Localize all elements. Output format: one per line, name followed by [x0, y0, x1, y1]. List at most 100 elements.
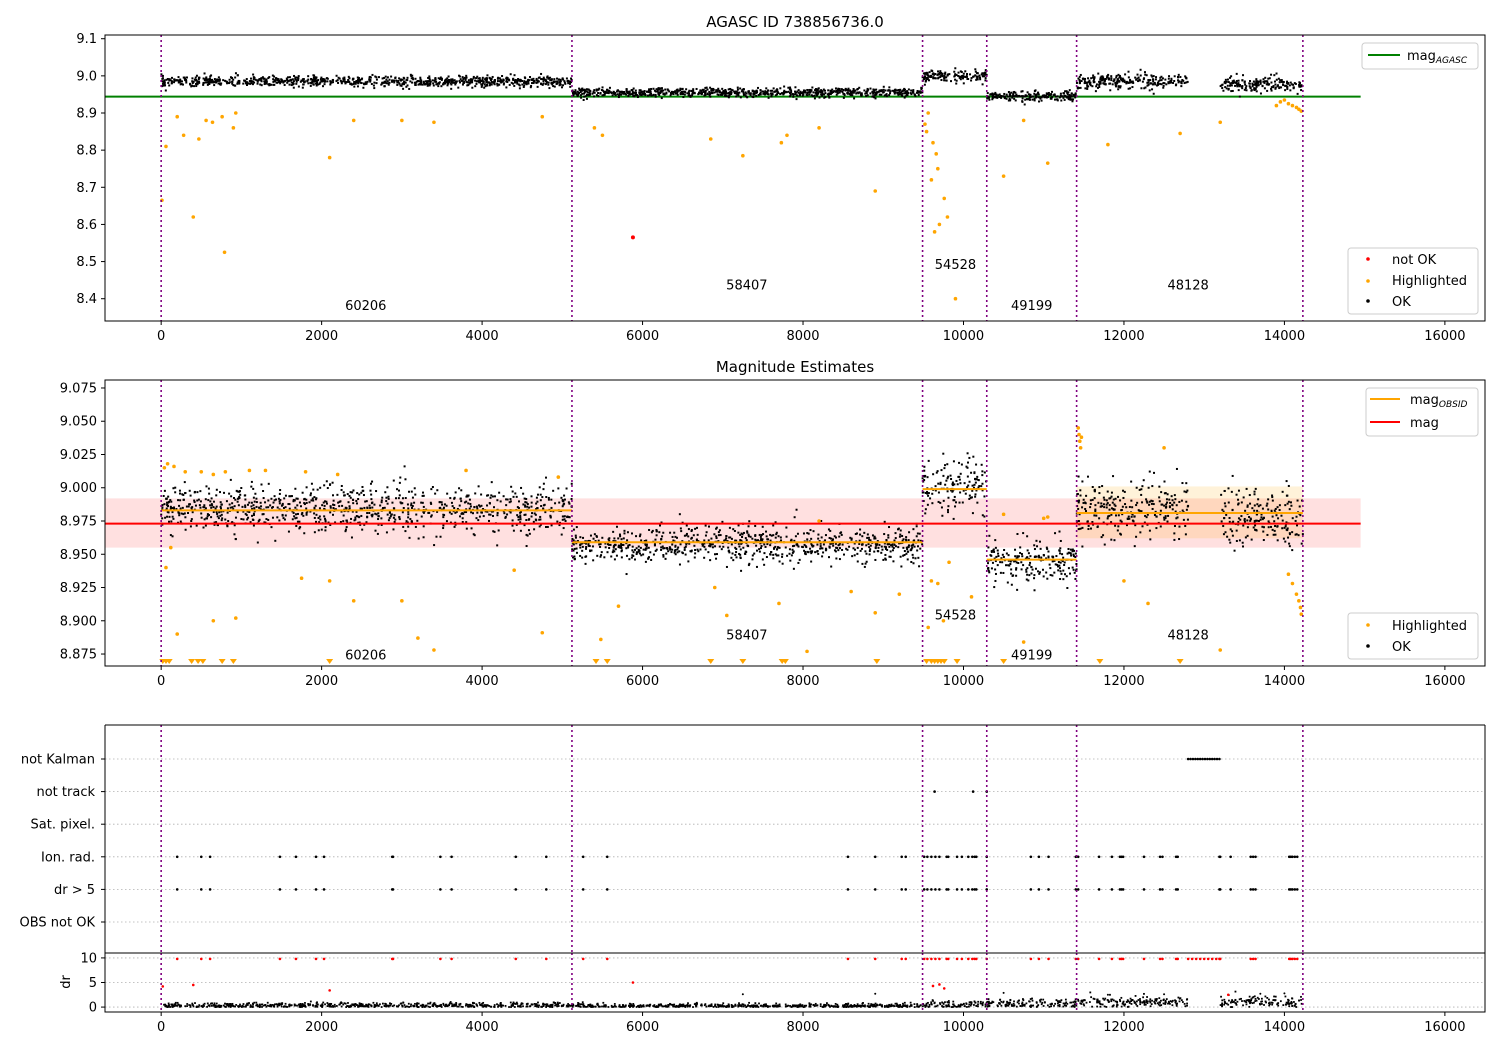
- ok-point: [601, 94, 604, 97]
- ok-point: [256, 80, 259, 83]
- ok-point: [769, 92, 772, 95]
- ok-point: [899, 555, 902, 558]
- ok-point: [179, 83, 182, 86]
- ok-point: [533, 512, 536, 515]
- ok-point: [459, 78, 462, 81]
- ok-point: [1282, 537, 1285, 540]
- ok-point: [1167, 514, 1170, 517]
- ok-point: [1256, 509, 1259, 512]
- ok-point: [675, 89, 678, 92]
- ok-point: [708, 90, 711, 93]
- highlighted-point: [400, 118, 404, 123]
- ok-point: [516, 514, 519, 517]
- ok-point: [537, 80, 540, 83]
- ok-point: [727, 546, 730, 549]
- ok-point: [270, 497, 273, 500]
- ok-point: [233, 505, 236, 508]
- ok-point: [1125, 80, 1128, 83]
- ok-point: [730, 93, 733, 96]
- ok-point: [517, 500, 520, 503]
- ok-point: [888, 526, 891, 529]
- ok-point: [199, 490, 202, 493]
- ok-point: [248, 511, 251, 514]
- ok-point: [902, 554, 905, 557]
- ok-point: [210, 79, 213, 82]
- ok-point: [1120, 508, 1123, 511]
- ok-point: [280, 504, 283, 507]
- ok-point: [478, 77, 481, 80]
- ok-point: [392, 479, 395, 482]
- ok-point: [601, 89, 604, 92]
- ok-point: [588, 94, 591, 97]
- ok-point: [1285, 480, 1288, 483]
- ok-point: [656, 88, 659, 91]
- ok-point: [884, 553, 887, 556]
- ok-point: [898, 92, 901, 95]
- ok-point: [906, 90, 909, 93]
- ok-point: [699, 548, 702, 551]
- ok-point: [553, 78, 556, 81]
- ok-point: [1062, 96, 1065, 99]
- ok-point: [567, 82, 570, 85]
- ok-point: [1168, 498, 1171, 501]
- ok-point: [572, 94, 575, 97]
- ok-point: [428, 75, 431, 78]
- ok-point: [740, 569, 743, 572]
- ok-point: [695, 526, 698, 529]
- ok-point: [320, 528, 323, 531]
- ok-point: [329, 81, 332, 84]
- ok-point: [759, 535, 762, 538]
- ok-point: [1230, 490, 1233, 493]
- ok-point: [195, 78, 198, 81]
- ok-point: [302, 83, 305, 86]
- ok-point: [1235, 80, 1238, 83]
- ok-point: [648, 528, 651, 531]
- ok-point: [181, 83, 184, 86]
- ok-point: [169, 499, 172, 502]
- ok-point: [888, 543, 891, 546]
- ok-point: [369, 80, 372, 83]
- ok-point: [837, 87, 840, 90]
- ok-point: [1178, 500, 1181, 503]
- ok-point: [199, 506, 202, 509]
- ok-point: [1018, 94, 1021, 97]
- ok-point: [872, 88, 875, 91]
- ok-point: [851, 90, 854, 93]
- ok-point: [766, 543, 769, 546]
- ok-point: [833, 535, 836, 538]
- ok-point: [292, 511, 295, 514]
- ok-point: [692, 88, 695, 91]
- ok-point: [730, 537, 733, 540]
- ok-point: [869, 87, 872, 90]
- ok-point: [931, 502, 934, 505]
- ok-point: [705, 86, 708, 89]
- ok-point: [1076, 86, 1079, 89]
- ok-point: [783, 89, 786, 92]
- ok-point: [846, 92, 849, 95]
- ok-point: [1143, 71, 1146, 74]
- ok-point: [1179, 75, 1182, 78]
- ok-point: [318, 507, 321, 510]
- ok-point: [788, 88, 791, 91]
- ok-point: [299, 526, 302, 529]
- ok-point: [715, 527, 718, 530]
- ok-point: [1010, 91, 1013, 94]
- ok-point: [246, 510, 249, 513]
- ok-point: [1235, 72, 1238, 75]
- ok-point: [733, 529, 736, 532]
- ok-point: [1251, 85, 1254, 88]
- ok-point: [342, 514, 345, 517]
- ok-point: [556, 520, 559, 523]
- ok-point: [267, 482, 270, 485]
- ok-point: [207, 78, 210, 81]
- ok-point: [273, 495, 276, 498]
- ok-point: [956, 483, 959, 486]
- ok-point: [1148, 470, 1151, 473]
- ok-point: [642, 553, 645, 556]
- ok-point: [292, 82, 295, 85]
- ok-point: [765, 535, 768, 538]
- ok-point: [491, 81, 494, 84]
- ok-point: [374, 512, 377, 515]
- ok-point: [573, 555, 576, 558]
- ok-point: [795, 508, 798, 511]
